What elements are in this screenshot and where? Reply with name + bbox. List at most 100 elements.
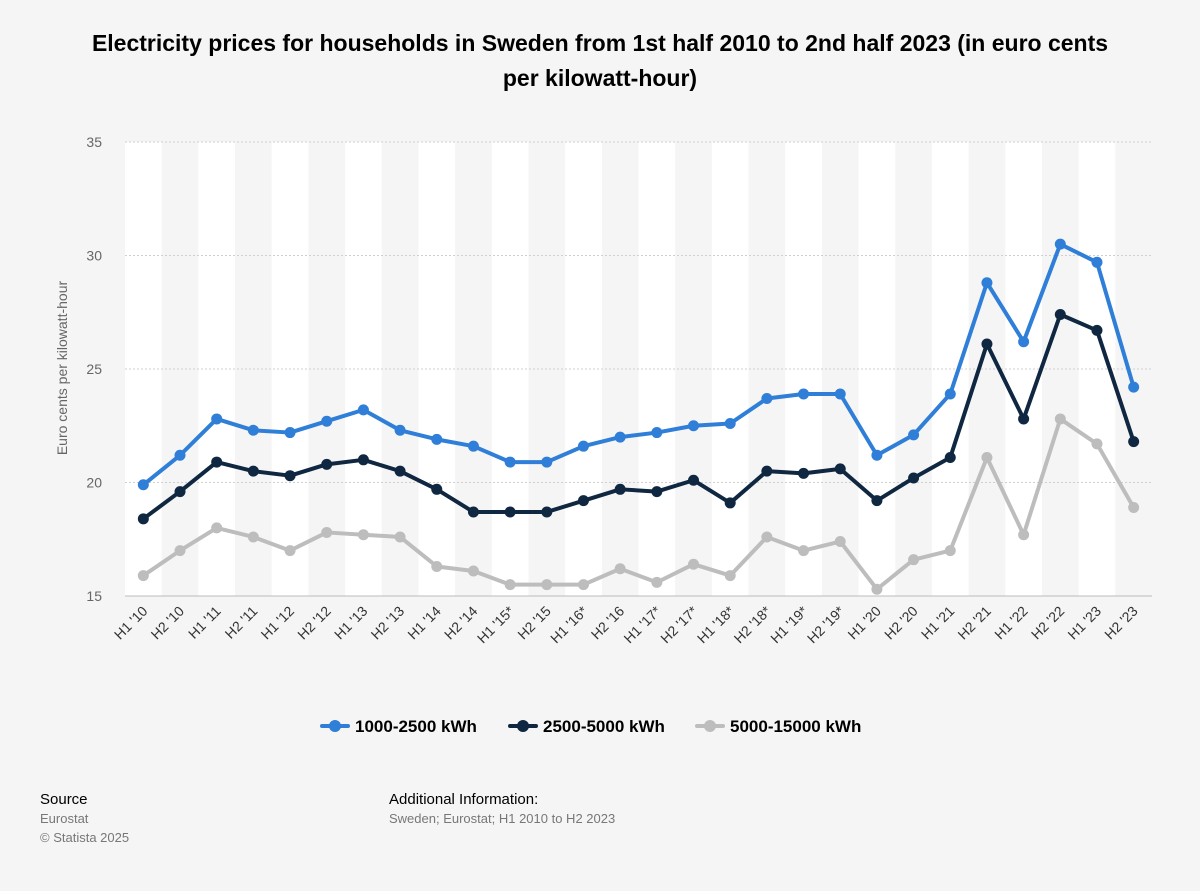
data-point[interactable]: [1018, 336, 1030, 348]
data-point[interactable]: [724, 417, 736, 429]
data-point[interactable]: [1054, 238, 1066, 250]
x-tick-label: H2 '10: [148, 603, 188, 643]
data-point[interactable]: [944, 545, 956, 557]
data-point[interactable]: [504, 579, 516, 591]
data-point[interactable]: [321, 415, 333, 427]
data-point[interactable]: [174, 449, 186, 461]
data-point[interactable]: [908, 429, 920, 441]
data-point[interactable]: [541, 456, 553, 468]
data-point[interactable]: [1128, 381, 1140, 393]
x-tick-label: H1 '20: [844, 603, 884, 643]
data-point[interactable]: [247, 531, 259, 543]
x-tick-label: H2 '22: [1028, 603, 1068, 643]
data-point[interactable]: [211, 413, 223, 425]
data-point[interactable]: [871, 583, 883, 595]
data-point[interactable]: [137, 513, 149, 525]
data-point[interactable]: [137, 570, 149, 582]
data-point[interactable]: [211, 522, 223, 534]
data-point[interactable]: [688, 420, 700, 432]
data-point[interactable]: [394, 465, 406, 477]
y-tick-label: 35: [86, 134, 102, 150]
data-point[interactable]: [577, 579, 589, 591]
data-point[interactable]: [467, 506, 479, 518]
x-tick-label: H1 '12: [258, 603, 298, 643]
data-point[interactable]: [431, 433, 443, 445]
data-point[interactable]: [761, 531, 773, 543]
data-point[interactable]: [174, 486, 186, 498]
data-point[interactable]: [357, 454, 369, 466]
data-point[interactable]: [247, 465, 259, 477]
data-point[interactable]: [1128, 501, 1140, 513]
source-name[interactable]: Eurostat: [40, 811, 89, 826]
data-point[interactable]: [284, 470, 296, 482]
data-point[interactable]: [944, 452, 956, 464]
data-point[interactable]: [724, 570, 736, 582]
data-point[interactable]: [688, 558, 700, 570]
data-point[interactable]: [321, 458, 333, 470]
data-point[interactable]: [504, 506, 516, 518]
data-point[interactable]: [577, 495, 589, 507]
y-tick-label: 20: [86, 475, 102, 491]
data-point[interactable]: [724, 497, 736, 509]
data-point[interactable]: [1091, 324, 1103, 336]
data-point[interactable]: [798, 388, 810, 400]
data-point[interactable]: [688, 474, 700, 486]
data-point[interactable]: [614, 483, 626, 495]
data-point[interactable]: [541, 579, 553, 591]
column-band: [785, 142, 822, 596]
data-point[interactable]: [871, 495, 883, 507]
data-point[interactable]: [1054, 309, 1066, 321]
data-point[interactable]: [1091, 256, 1103, 268]
data-point[interactable]: [798, 545, 810, 557]
data-point[interactable]: [321, 526, 333, 538]
data-point[interactable]: [357, 404, 369, 416]
x-tick-label: H2 '11: [222, 603, 261, 642]
data-point[interactable]: [761, 465, 773, 477]
data-point[interactable]: [504, 456, 516, 468]
data-point[interactable]: [614, 563, 626, 575]
data-point[interactable]: [431, 560, 443, 572]
data-point[interactable]: [394, 424, 406, 436]
data-point[interactable]: [651, 486, 663, 498]
data-point[interactable]: [908, 554, 920, 566]
data-point[interactable]: [908, 472, 920, 484]
data-point[interactable]: [211, 456, 223, 468]
data-point[interactable]: [1018, 529, 1030, 541]
data-point[interactable]: [357, 529, 369, 541]
data-point[interactable]: [834, 388, 846, 400]
x-tick-label: H2 '19*: [804, 602, 848, 646]
x-tick-label: H1 '18*: [694, 602, 738, 646]
series-2500-5000-kWh: [137, 309, 1140, 525]
series-1000-2500-kWh: [137, 238, 1140, 491]
data-point[interactable]: [651, 576, 663, 588]
data-point[interactable]: [798, 467, 810, 479]
data-point[interactable]: [577, 440, 589, 452]
data-point[interactable]: [944, 388, 956, 400]
data-point[interactable]: [651, 427, 663, 439]
data-point[interactable]: [174, 545, 186, 557]
data-point[interactable]: [981, 452, 993, 464]
data-point[interactable]: [137, 479, 149, 491]
data-point[interactable]: [431, 483, 443, 495]
data-point[interactable]: [467, 565, 479, 577]
data-point[interactable]: [981, 338, 993, 350]
data-point[interactable]: [284, 545, 296, 557]
data-point[interactable]: [761, 393, 773, 405]
data-point[interactable]: [1018, 413, 1030, 425]
data-point[interactable]: [834, 536, 846, 548]
data-point[interactable]: [284, 427, 296, 439]
legend-item[interactable]: 1000-2500 kWh: [320, 717, 477, 736]
legend-item[interactable]: 2500-5000 kWh: [508, 717, 665, 736]
data-point[interactable]: [394, 531, 406, 543]
data-point[interactable]: [541, 506, 553, 518]
data-point[interactable]: [1091, 438, 1103, 450]
data-point[interactable]: [614, 431, 626, 443]
data-point[interactable]: [467, 440, 479, 452]
data-point[interactable]: [834, 463, 846, 475]
data-point[interactable]: [871, 449, 883, 461]
data-point[interactable]: [1054, 413, 1066, 425]
legend-item[interactable]: 5000-15000 kWh: [695, 717, 861, 736]
data-point[interactable]: [981, 277, 993, 289]
data-point[interactable]: [247, 424, 259, 436]
data-point[interactable]: [1128, 436, 1140, 448]
